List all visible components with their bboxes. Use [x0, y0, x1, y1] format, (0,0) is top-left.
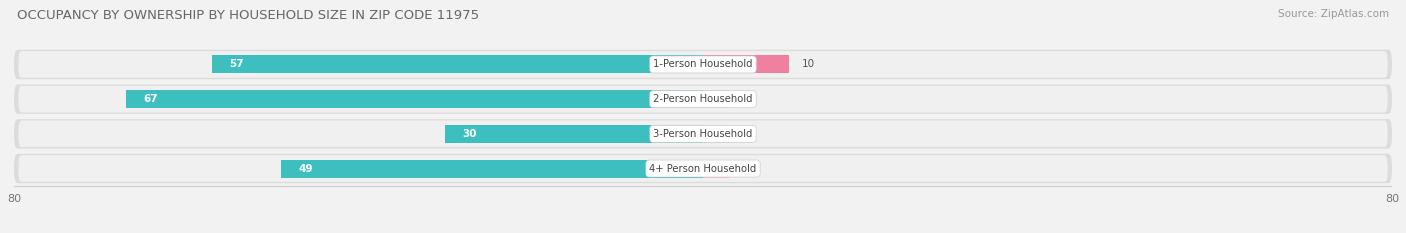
Text: 57: 57	[229, 59, 245, 69]
Text: 3-Person Household: 3-Person Household	[654, 129, 752, 139]
Bar	[212, 55, 703, 73]
Text: 2-Person Household: 2-Person Household	[654, 94, 752, 104]
FancyBboxPatch shape	[14, 50, 1392, 79]
FancyBboxPatch shape	[14, 154, 1392, 183]
Text: OCCUPANCY BY OWNERSHIP BY HOUSEHOLD SIZE IN ZIP CODE 11975: OCCUPANCY BY OWNERSHIP BY HOUSEHOLD SIZE…	[17, 9, 479, 22]
Bar	[444, 125, 703, 143]
FancyBboxPatch shape	[14, 119, 1392, 149]
Text: 67: 67	[143, 94, 157, 104]
Text: 4+ Person Household: 4+ Person Household	[650, 164, 756, 174]
Bar	[281, 160, 703, 178]
Bar	[703, 90, 728, 108]
Bar	[703, 125, 728, 143]
Text: 0: 0	[742, 129, 748, 139]
Bar	[703, 160, 728, 178]
Text: 1-Person Household: 1-Person Household	[654, 59, 752, 69]
Text: 10: 10	[801, 59, 815, 69]
Text: 30: 30	[461, 129, 477, 139]
Bar	[127, 90, 703, 108]
FancyBboxPatch shape	[18, 120, 1388, 147]
FancyBboxPatch shape	[18, 51, 1388, 78]
FancyBboxPatch shape	[18, 155, 1388, 182]
Text: 49: 49	[298, 164, 312, 174]
Bar	[703, 55, 789, 73]
Text: Source: ZipAtlas.com: Source: ZipAtlas.com	[1278, 9, 1389, 19]
FancyBboxPatch shape	[14, 84, 1392, 114]
FancyBboxPatch shape	[18, 86, 1388, 113]
Text: 0: 0	[742, 164, 748, 174]
Text: 0: 0	[742, 94, 748, 104]
